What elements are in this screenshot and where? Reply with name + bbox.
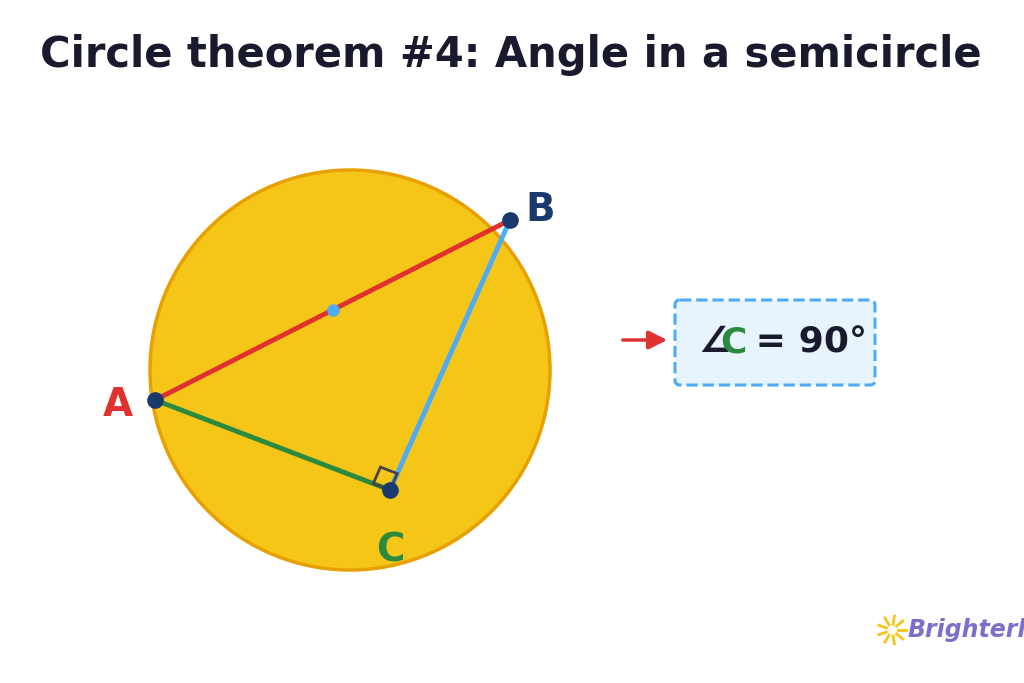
- Text: ∠: ∠: [698, 326, 730, 359]
- Text: Brighterly: Brighterly: [908, 618, 1024, 642]
- Text: C: C: [720, 326, 746, 359]
- Text: C: C: [376, 532, 404, 570]
- FancyBboxPatch shape: [675, 300, 874, 385]
- Text: = 90°: = 90°: [743, 326, 867, 359]
- Circle shape: [150, 170, 550, 570]
- Text: A: A: [102, 386, 133, 424]
- Text: Circle theorem #4: Angle in a semicircle: Circle theorem #4: Angle in a semicircle: [40, 34, 982, 76]
- Text: B: B: [525, 191, 555, 229]
